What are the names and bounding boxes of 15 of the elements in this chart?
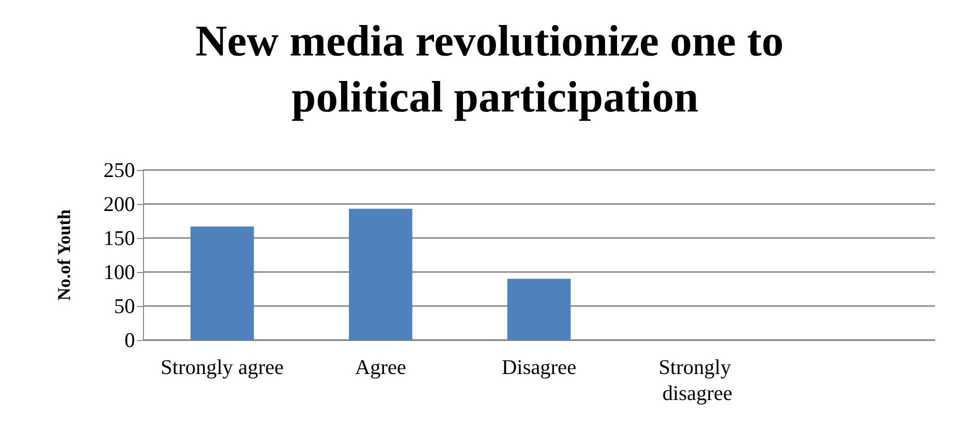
y-axis-title: No.of Youth xyxy=(54,209,74,301)
y-tick-label: 100 xyxy=(104,260,135,284)
y-tick-label: 150 xyxy=(104,226,135,250)
x-tick-label: Strongly agree xyxy=(160,355,284,379)
bar xyxy=(507,278,571,340)
y-tick-label: 250 xyxy=(104,158,135,182)
x-tick-label: Strongly disagree xyxy=(658,355,736,405)
y-tick-label: 200 xyxy=(104,192,135,216)
bar xyxy=(190,226,254,340)
y-tick-label: 0 xyxy=(124,328,135,352)
x-tick-label: Disagree xyxy=(502,355,576,379)
bar xyxy=(348,208,412,340)
chart-title: New media revolutionize one to political participation xyxy=(195,16,795,122)
x-tick-label: Agree xyxy=(354,355,406,379)
y-tick-label: 50 xyxy=(114,294,135,318)
